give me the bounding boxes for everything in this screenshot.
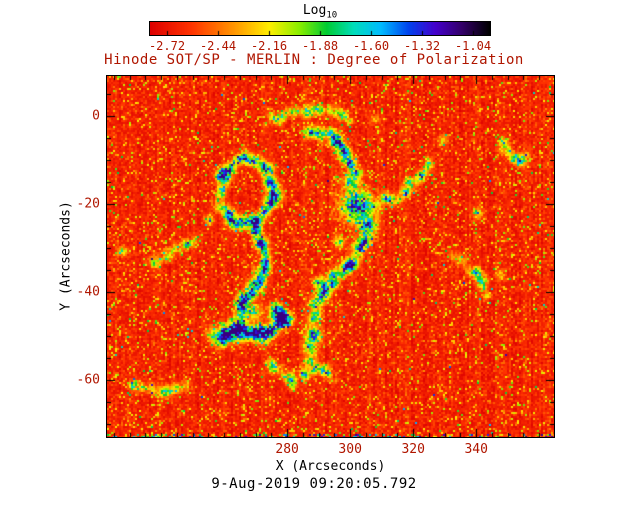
colorbar-scale-label-text: Log: [302, 3, 327, 18]
colorbar-scale-label-subscript: 10: [326, 10, 338, 21]
heatmap-plot: [106, 75, 555, 438]
x-axis-label: X (Arcseconds): [275, 459, 386, 474]
x-tick-label: 340: [464, 442, 488, 457]
colorbar-tick-label: -2.44: [199, 39, 237, 53]
colorbar-tick-label: -1.32: [403, 39, 441, 53]
y-axis-label: Y (Arcseconds): [58, 201, 74, 311]
colorbar: [149, 21, 491, 36]
x-tick-label: 300: [338, 442, 362, 457]
y-tick-label: -20: [76, 196, 100, 212]
colorbar-tick-label: -2.16: [250, 39, 288, 53]
x-tick-label: 280: [275, 442, 299, 457]
y-tick-label: -60: [76, 372, 100, 388]
heatmap-canvas: [107, 76, 554, 437]
colorbar-tick-label: -2.72: [148, 39, 186, 53]
colorbar-tick-label: -1.88: [301, 39, 339, 53]
colorbar-gradient: [150, 22, 490, 35]
timestamp: 9-Aug-2019 09:20:05.792: [211, 476, 417, 492]
colorbar-tick-label: -1.04: [454, 39, 492, 53]
y-tick-label: 0: [92, 108, 100, 124]
colorbar-scale-label: Log10: [150, 3, 490, 21]
colorbar-tick-label: -1.60: [352, 39, 390, 53]
y-tick-label: -40: [76, 284, 100, 300]
x-tick-label: 320: [401, 442, 425, 457]
plot-title: Hinode SOT/SP - MERLIN : Degree of Polar…: [104, 52, 524, 68]
